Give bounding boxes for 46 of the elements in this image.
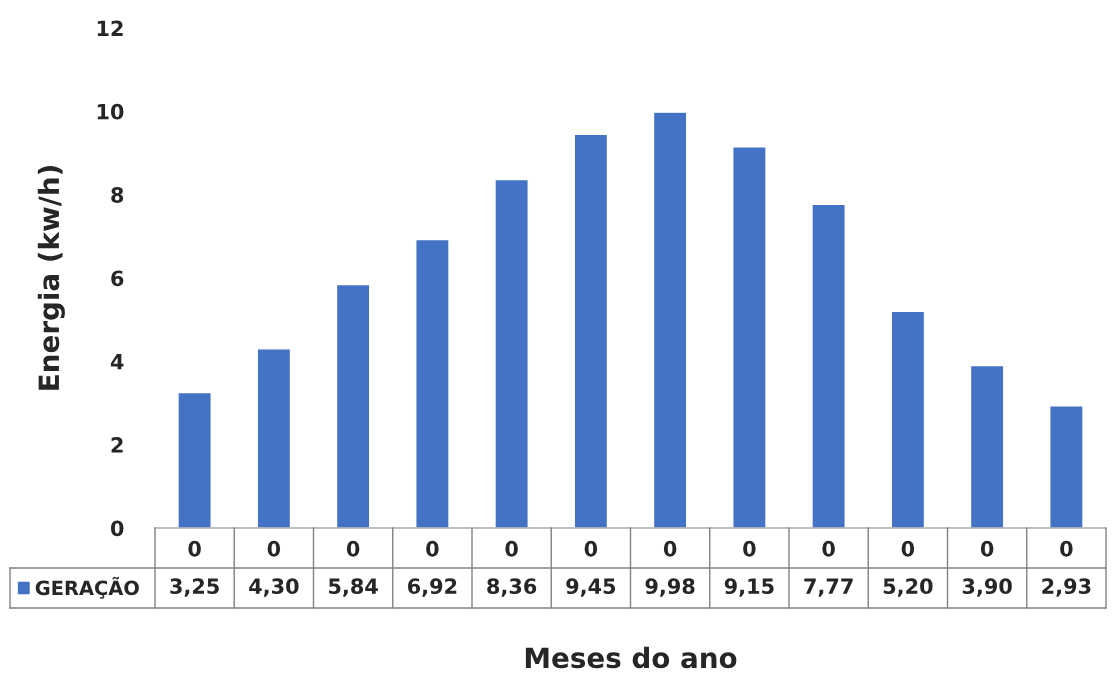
bar xyxy=(1049,405,1084,528)
data-label: 5,84 xyxy=(329,578,378,597)
bar xyxy=(890,310,926,528)
data-label: 9,45 xyxy=(566,578,616,597)
data-label: 9,15 xyxy=(724,578,774,597)
y-tick-label: 8 xyxy=(111,187,124,203)
bar xyxy=(652,111,688,528)
bar xyxy=(732,146,767,528)
data-label: 7,77 xyxy=(804,578,853,597)
x-tick-label: 0 xyxy=(426,540,439,557)
data-label: 9,98 xyxy=(645,578,695,597)
data-label: 6,92 xyxy=(407,578,457,597)
x-tick-label: 0 xyxy=(584,540,598,557)
data-label: 8,36 xyxy=(487,578,537,597)
x-tick-label: 0 xyxy=(901,540,915,557)
x-axis-title: Meses do ano xyxy=(525,646,737,669)
x-tick-label: 0 xyxy=(980,540,994,557)
x-tick-label: 0 xyxy=(743,540,756,557)
y-axis-title: Energia (kw/h) xyxy=(37,166,65,390)
x-tick-label: 0 xyxy=(267,540,281,557)
y-tick-label: 12 xyxy=(97,20,123,36)
y-tick-label: 10 xyxy=(97,103,124,120)
x-tick-label: 0 xyxy=(1060,540,1073,557)
y-tick-label: 4 xyxy=(110,354,124,370)
x-tick-label: 0 xyxy=(188,540,201,557)
y-tick-label: 0 xyxy=(110,520,124,537)
data-label: 3,90 xyxy=(962,578,1012,597)
x-tick-label: 0 xyxy=(346,540,360,557)
bar xyxy=(256,348,292,528)
x-tick-label: 0 xyxy=(822,540,835,557)
data-label: 2,93 xyxy=(1042,578,1091,597)
bar xyxy=(811,203,846,528)
x-tick-label: 0 xyxy=(663,540,677,557)
bar xyxy=(573,133,609,528)
bar xyxy=(415,238,450,528)
bar xyxy=(177,391,212,528)
data-label: 4,30 xyxy=(249,578,299,597)
bar xyxy=(494,178,529,528)
bar xyxy=(335,283,371,528)
data-label: 5,20 xyxy=(883,578,933,597)
y-tick-label: 6 xyxy=(111,270,124,287)
y-tick-label: 2 xyxy=(111,437,123,453)
bar xyxy=(969,364,1005,528)
x-tick-label: 0 xyxy=(505,540,518,557)
data-label: 3,25 xyxy=(170,578,219,597)
legend-label: GERAÇÃO xyxy=(35,576,139,599)
